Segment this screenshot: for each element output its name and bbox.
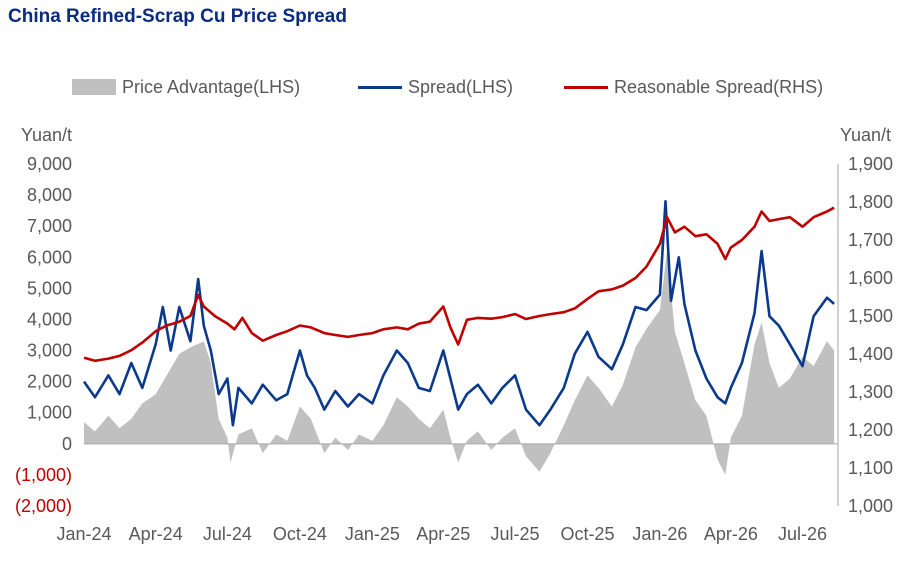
y-right-tick-label: 1,900 [848, 154, 893, 174]
y-left-tick-label: (1,000) [15, 465, 72, 485]
legend-swatch-reasonable [564, 85, 608, 89]
x-tick-label: Apr-24 [129, 524, 183, 544]
legend: Price Advantage(LHS) Spread(LHS) Reasona… [0, 74, 908, 100]
legend-swatch-advantage [72, 79, 116, 95]
y-left-tick-label: 2,000 [27, 372, 72, 392]
legend-item-advantage: Price Advantage(LHS) [72, 74, 300, 100]
series-price-advantage [84, 251, 835, 475]
y-left-tick-label: 8,000 [27, 185, 72, 205]
legend-item-reasonable: Reasonable Spread(RHS) [564, 74, 823, 100]
y-left-tick-label: 5,000 [27, 278, 72, 298]
y-left-tick-label: 4,000 [27, 309, 72, 329]
series-spread [82, 200, 835, 427]
x-tick-label: Apr-26 [704, 524, 758, 544]
x-tick-label: Apr-25 [416, 524, 470, 544]
y-left-tick-label: 7,000 [27, 216, 72, 236]
y-left-tick-label: (2,000) [15, 496, 72, 516]
y-left-tick-label: 6,000 [27, 247, 72, 267]
y-left-tick-label: 0 [62, 434, 72, 454]
x-tick-label: Jul-26 [778, 524, 827, 544]
x-tick-label: Oct-24 [273, 524, 327, 544]
y-right-tick-label: 1,500 [848, 306, 893, 326]
y-right-tick-label: 1,000 [848, 496, 893, 516]
y-right-tick-label: 1,100 [848, 458, 893, 478]
y-left-axis-label: Yuan/t [21, 125, 72, 145]
x-tick-label: Jul-25 [490, 524, 539, 544]
x-tick-label: Jul-24 [203, 524, 252, 544]
x-tick-label: Jan-26 [632, 524, 687, 544]
y-right-tick-label: 1,700 [848, 230, 893, 250]
legend-item-spread: Spread(LHS) [358, 74, 513, 100]
x-tick-label: Jan-25 [345, 524, 400, 544]
legend-label-reasonable: Reasonable Spread(RHS) [614, 76, 824, 97]
y-left-tick-label: 1,000 [27, 403, 72, 423]
y-right-tick-label: 1,300 [848, 382, 893, 402]
legend-swatch-spread [358, 85, 402, 89]
chart-title: China Refined-Scrap Cu Price Spread [8, 6, 347, 27]
y-right-tick-label: 1,400 [848, 344, 893, 364]
y-right-tick-label: 1,800 [848, 192, 893, 212]
y-right-axis-label: Yuan/t [840, 125, 891, 145]
series-reasonable-spread [83, 206, 835, 363]
x-tick-label: Jan-24 [56, 524, 111, 544]
y-left-tick-label: 9,000 [27, 154, 72, 174]
y-right-tick-label: 1,200 [848, 420, 893, 440]
legend-label-spread: Spread(LHS) [408, 76, 514, 97]
legend-label-advantage: Price Advantage(LHS) [122, 76, 301, 97]
y-left-tick-label: 3,000 [27, 341, 72, 361]
x-tick-label: Oct-25 [560, 524, 614, 544]
y-right-tick-label: 1,600 [848, 268, 893, 288]
